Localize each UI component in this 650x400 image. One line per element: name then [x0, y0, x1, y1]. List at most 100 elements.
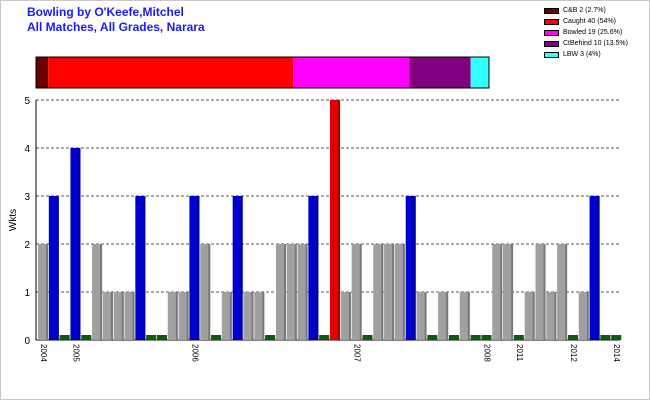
dismissal-stacked-bar: [35, 56, 490, 89]
y-tick-label: 2: [24, 240, 30, 251]
legend-item-cb: C&B 2 (2.7%): [544, 5, 628, 16]
wicket-bar-shade: [305, 244, 308, 340]
legend-swatch-caught: [544, 18, 559, 25]
segment-bowled: [293, 57, 410, 88]
wicket-bar: [438, 292, 449, 340]
wicket-bar: [546, 292, 557, 340]
y-axis-label: Wkts: [8, 209, 19, 231]
wicket-bar-shade: [262, 292, 265, 340]
wicket-bar: [394, 244, 405, 340]
wicket-bar: [557, 244, 568, 340]
wicket-bar: [70, 148, 81, 340]
wicket-bar: [167, 292, 178, 340]
wicket-bar: [156, 335, 168, 340]
wicket-bar-shade: [143, 196, 146, 340]
wicket-bar: [221, 292, 232, 340]
x-tick-label: 2011: [515, 344, 524, 362]
stacked-bar-border: [35, 56, 490, 89]
wicket-bar-shade: [208, 244, 211, 340]
wicket-bar: [459, 292, 470, 340]
wicket-bar-shade: [500, 244, 503, 340]
wicket-bar: [567, 335, 578, 340]
wicket-bar: [297, 244, 308, 340]
wicket-bar: [48, 196, 59, 340]
wicket-bar: [265, 335, 276, 340]
wicket-bar: [211, 335, 222, 340]
wicket-bar: [189, 196, 200, 340]
x-tick-label: 2012: [569, 344, 578, 362]
wicket-bar-shade: [100, 244, 103, 340]
x-tick-label: 2006: [190, 344, 199, 362]
wicket-bar-shade: [381, 244, 384, 340]
wicket-bar: [351, 244, 362, 340]
wicket-bar-shade: [56, 196, 59, 340]
wicket-bar-shade: [121, 292, 124, 340]
legend-item-bowled: Bowled 19 (25.6%): [544, 27, 628, 38]
wicket-bar: [416, 292, 427, 340]
wicket-bar: [308, 196, 319, 340]
wicket-bar-shade: [197, 196, 200, 340]
wicket-bar: [481, 335, 492, 340]
wicket-bar: [427, 335, 438, 340]
legend: C&B 2 (2.7%) Caught 40 (54%) Bowled 19 (…: [544, 5, 628, 60]
wicket-bar: [113, 292, 124, 340]
wicket-bar: [535, 244, 546, 340]
wicket-bar: [589, 196, 600, 340]
wicket-bar: [611, 335, 622, 340]
wicket-bar-shade: [132, 292, 135, 340]
segment-ctbehind: [409, 57, 471, 88]
wicket-bar-shade: [359, 244, 362, 340]
wicket-bar: [135, 196, 146, 340]
wicket-bar-shade: [78, 148, 81, 340]
y-tick-label: 5: [24, 96, 30, 107]
wicket-bar: [243, 292, 254, 340]
wicket-bar: [178, 292, 189, 340]
wicket-bar-shade: [392, 244, 395, 340]
legend-swatch-ctbehind: [544, 40, 559, 47]
wicket-bar-shade: [338, 100, 341, 340]
wicket-bar-shade: [175, 292, 178, 340]
wicket-bar: [102, 292, 113, 340]
chart-title: Bowling by O'Keefe,Mitchel: [27, 5, 184, 19]
legend-swatch-cb: [544, 7, 559, 14]
legend-item-lbw: LBW 3 (4%): [544, 49, 628, 60]
wicket-bar: [600, 335, 611, 340]
wicket-bar: [81, 335, 92, 340]
wicket-bar-shade: [402, 244, 405, 340]
wicket-bar: [340, 292, 351, 340]
wicket-bar-shade: [240, 196, 243, 340]
wicket-bar-shade: [467, 292, 470, 340]
wicket-bar: [286, 244, 297, 340]
legend-label-caught: Caught 40 (54%): [563, 18, 616, 25]
wicket-bar-shade: [597, 196, 600, 340]
wicket-bar: [384, 244, 395, 340]
legend-label-bowled: Bowled 19 (25.6%): [563, 29, 623, 36]
x-tick-label: 2014: [612, 344, 621, 362]
wickets-bar-chart: 0 1 2 3 4 5 Wkts 2004 2005 2006 2007 2008 2011 2012 20…: [8, 96, 622, 362]
wicket-bar-shade: [446, 292, 449, 340]
wicket-bar: [232, 196, 243, 340]
x-tick-label: 2004: [39, 344, 48, 362]
y-tick-label: 1: [24, 288, 30, 299]
wicket-bar-shade: [348, 292, 351, 340]
legend-label-lbw: LBW 3 (4%): [563, 51, 601, 58]
wicket-bar-shade: [424, 292, 427, 340]
wicket-bar-shade: [413, 196, 416, 340]
wicket-bar: [92, 244, 103, 340]
wicket-bar: [578, 292, 589, 340]
chart-subtitle: All Matches, All Grades, Narara: [27, 20, 205, 34]
segment-caught: [48, 57, 294, 88]
wicket-bar-shade: [186, 292, 189, 340]
wicket-bar: [124, 292, 135, 340]
wicket-bar: [448, 335, 460, 340]
y-tick-label: 4: [24, 144, 30, 155]
x-tick-label: 2007: [353, 344, 362, 362]
wicket-bar-shade: [316, 196, 319, 340]
wicket-bar: [405, 196, 416, 340]
legend-swatch-lbw: [544, 51, 559, 58]
wicket-bar-shade: [565, 244, 568, 340]
y-tick-label: 3: [24, 192, 30, 203]
segment-cb: [36, 57, 49, 88]
wicket-bar: [330, 100, 341, 340]
wicket-bar: [275, 244, 286, 340]
